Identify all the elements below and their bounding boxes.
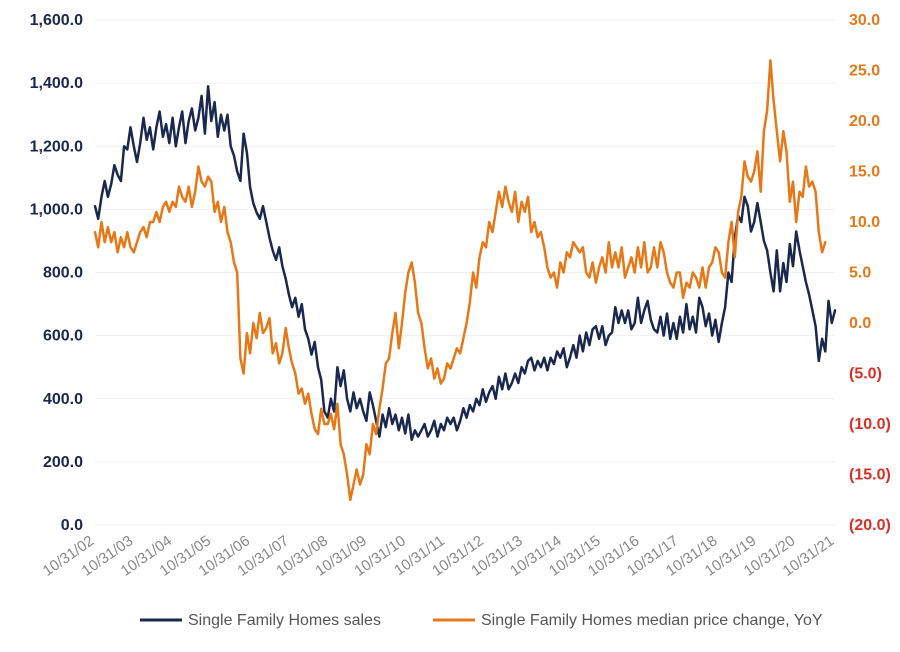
right-axis-tick-label: (5.0): [849, 366, 882, 383]
left-axis-tick-label: 1,600.0: [30, 12, 83, 29]
left-axis-tick-label: 1,400.0: [30, 75, 83, 92]
left-axis-tick-label: 0.0: [61, 517, 83, 534]
right-axis-tick-label: (20.0): [849, 517, 891, 534]
left-axis-tick-label: 800.0: [43, 265, 83, 282]
right-axis-tick-label: (10.0): [849, 416, 891, 433]
left-axis-tick-label: 1,200.0: [30, 138, 83, 155]
dual-axis-line-chart: 0.0 200.0 400.0 600.0 800.0 1,000.0 1,200.0 1,4…: [0, 0, 900, 652]
right-axis-tick-label: 5.0: [849, 265, 871, 282]
left-axis-tick-label: 1,000.0: [30, 201, 83, 218]
right-axis-tick-label: 0.0: [849, 315, 871, 332]
left-axis-tick-label: 600.0: [43, 328, 83, 345]
chart-svg: 0.0 200.0 400.0 600.0 800.0 1,000.0 1,200.0 1,4…: [0, 0, 900, 652]
legend-label: Single Family Homes sales: [188, 612, 381, 629]
right-axis-tick-label: (15.0): [849, 467, 891, 484]
right-axis-tick-label: 10.0: [849, 214, 880, 231]
legend-label: Single Family Homes median price change,…: [481, 612, 823, 629]
left-axis-tick-label: 200.0: [43, 454, 83, 471]
right-axis-tick-label: 30.0: [849, 12, 880, 29]
left-axis-tick-label: 400.0: [43, 391, 83, 408]
right-axis-tick-label: 15.0: [849, 164, 880, 181]
right-axis-tick-label: 20.0: [849, 113, 880, 130]
right-axis-tick-label: 25.0: [849, 63, 880, 80]
